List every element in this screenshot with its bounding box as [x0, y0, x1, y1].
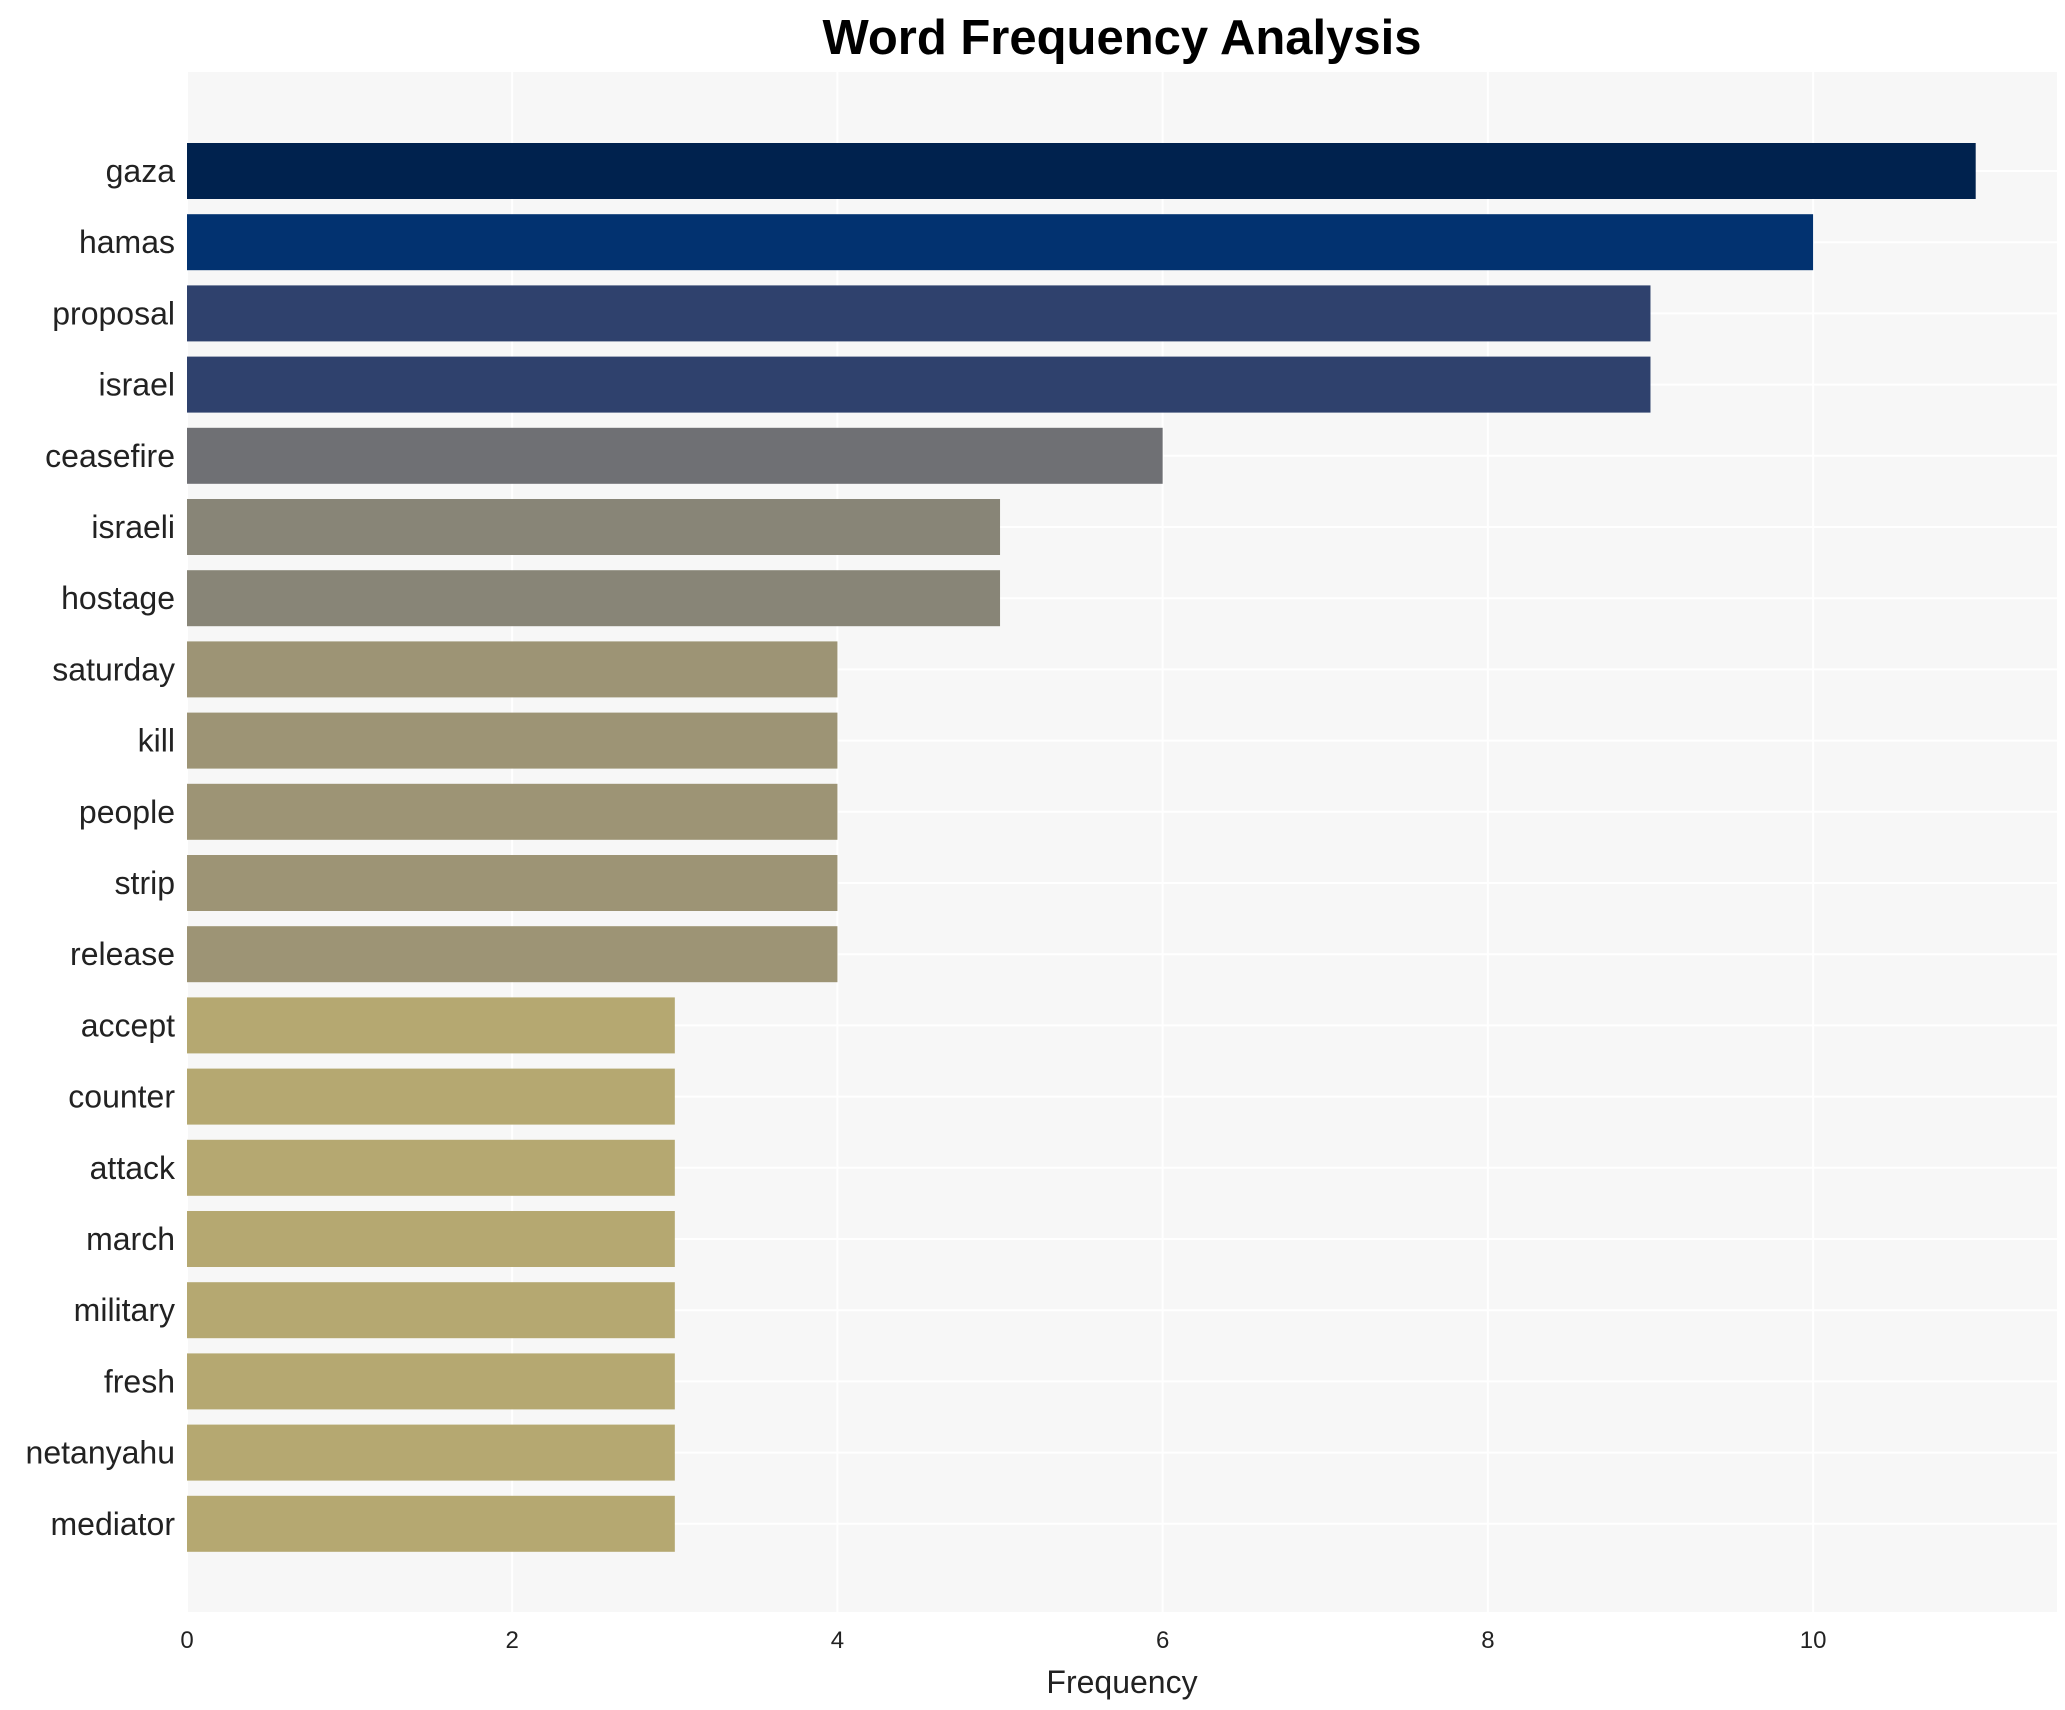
bar-israeli	[187, 499, 1001, 555]
x-tick-label: 10	[1800, 1627, 1827, 1654]
bar-march	[187, 1211, 675, 1267]
bar-mediator	[187, 1495, 675, 1552]
bar-proposal	[187, 285, 1651, 342]
bar-israel	[187, 356, 1651, 413]
category-label-attack: attack	[90, 1150, 176, 1186]
category-label-ceasefire: ceasefire	[45, 438, 175, 474]
category-label-israel: israel	[99, 367, 175, 403]
bar-kill	[187, 712, 838, 769]
bar-saturday	[187, 641, 838, 698]
bar-fresh	[187, 1353, 675, 1410]
category-label-proposal: proposal	[52, 295, 175, 331]
bar-strip	[187, 855, 838, 911]
category-label-strip: strip	[115, 865, 175, 901]
category-label-saturday: saturday	[52, 651, 175, 687]
x-tick-label: 8	[1481, 1627, 1494, 1654]
category-label-people: people	[79, 794, 175, 830]
bar-release	[187, 926, 838, 983]
category-label-gaza: gaza	[106, 153, 176, 189]
x-tick-label: 6	[1156, 1627, 1169, 1654]
bar-netanyahu	[187, 1424, 675, 1481]
category-label-march: march	[86, 1221, 175, 1257]
bar-accept	[187, 997, 675, 1054]
category-label-fresh: fresh	[104, 1363, 175, 1399]
category-label-kill: kill	[138, 723, 175, 759]
chart-title: Word Frequency Analysis	[822, 11, 1421, 65]
bar-gaza	[187, 143, 1976, 199]
bar-hamas	[187, 214, 1814, 271]
bar-military	[187, 1282, 675, 1339]
category-label-release: release	[70, 936, 175, 972]
category-label-hamas: hamas	[79, 224, 175, 260]
category-labels: gaza hamas proposal israel ceasefire israeli h…	[26, 153, 176, 1542]
bar-attack	[187, 1139, 675, 1196]
bar-ceasefire	[187, 427, 1163, 484]
category-label-military: military	[74, 1292, 175, 1328]
category-label-hostage: hostage	[61, 580, 175, 616]
category-label-counter: counter	[68, 1079, 175, 1115]
category-label-israeli: israeli	[91, 509, 175, 545]
bar-hostage	[187, 570, 1001, 627]
category-label-mediator: mediator	[51, 1506, 176, 1542]
category-label-netanyahu: netanyahu	[26, 1435, 175, 1471]
x-axis-label: Frequency	[1046, 1664, 1197, 1700]
bars	[187, 143, 1976, 1552]
x-tick-label: 0	[180, 1627, 193, 1654]
category-label-accept: accept	[81, 1007, 175, 1043]
bar-people	[187, 783, 838, 840]
bar-counter	[187, 1068, 675, 1125]
x-tick-labels: 0 2 4 6 8 10	[180, 1627, 1826, 1654]
x-tick-label: 4	[831, 1627, 844, 1654]
x-tick-label: 2	[506, 1627, 519, 1654]
